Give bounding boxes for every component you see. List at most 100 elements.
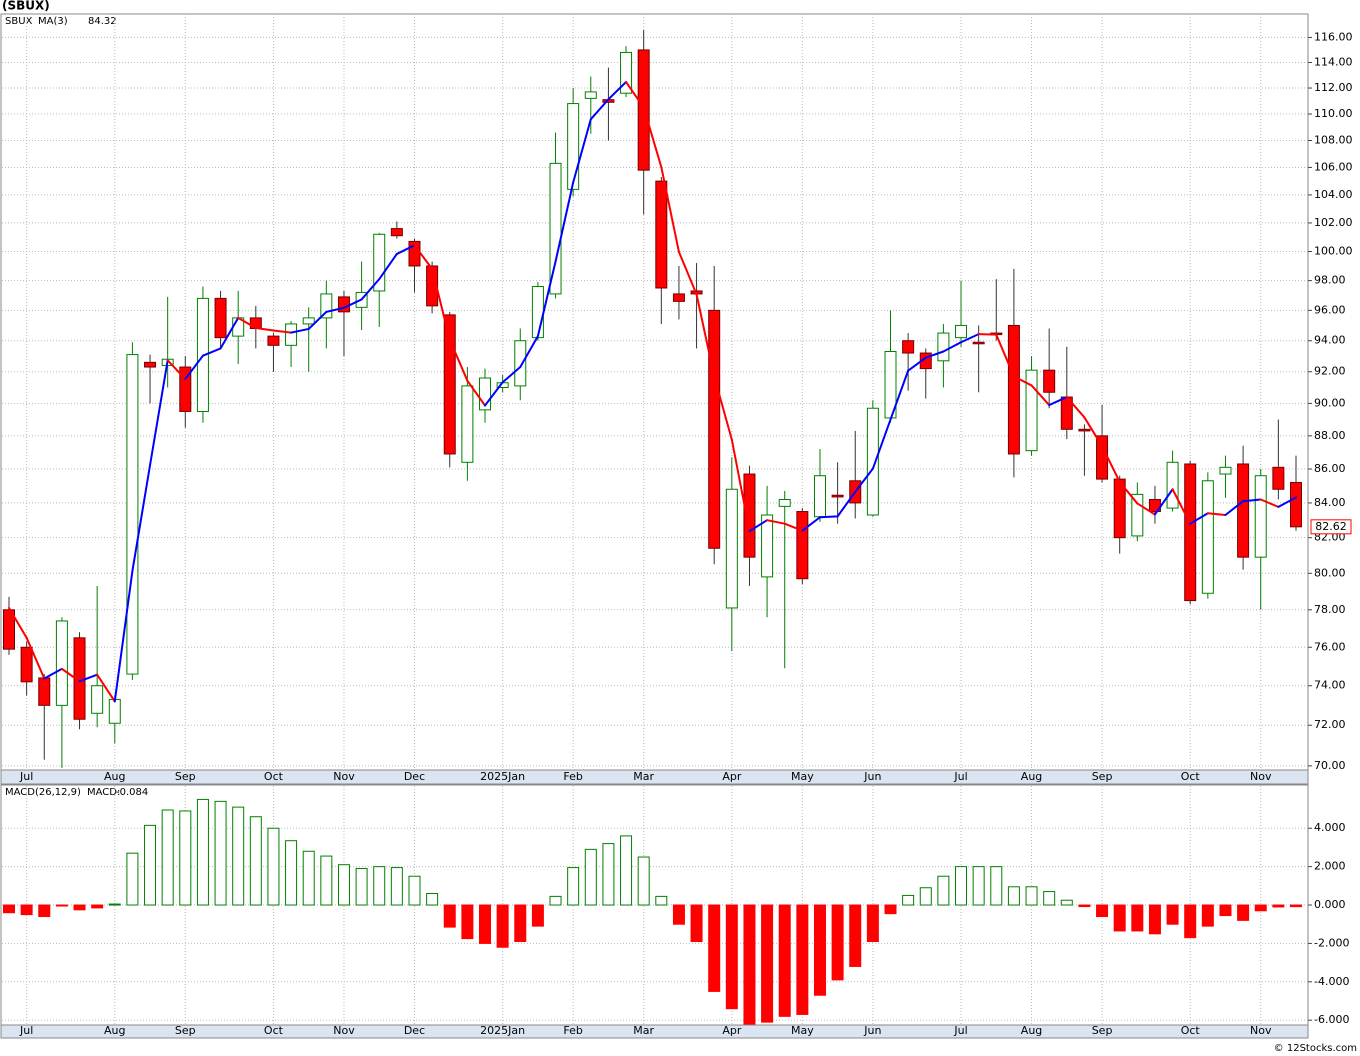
ma-line	[448, 338, 469, 382]
x-tick-label: Nov	[333, 1024, 355, 1037]
candle-body	[778, 499, 791, 507]
y-tick-label: 80.00	[1314, 566, 1346, 579]
candle-body	[549, 162, 562, 295]
macd-bar	[602, 843, 615, 906]
x-tick-label: Jul	[19, 1024, 33, 1037]
macd-bar	[38, 904, 51, 918]
y-tick-label: 100.00	[1314, 244, 1353, 257]
x-tick-label: Mar	[633, 1024, 654, 1037]
candle-body	[725, 488, 738, 609]
macd-bar	[196, 798, 209, 906]
x-tick-label: Dec	[404, 770, 425, 783]
macd-bar	[355, 868, 368, 906]
macd-bar	[972, 866, 985, 906]
macd-bar	[337, 864, 350, 906]
y-tick-label: 88.00	[1314, 429, 1346, 442]
y-tick-label: 2.000	[1314, 860, 1346, 873]
candle-body	[972, 341, 985, 345]
candle-body	[373, 233, 386, 292]
candle-body	[1237, 463, 1250, 558]
candle-body	[1113, 478, 1126, 539]
y-tick-label: 0.000	[1314, 898, 1346, 911]
macd-bar	[73, 904, 86, 911]
macd-bar	[567, 867, 580, 906]
ma-line	[748, 519, 769, 533]
macd-bar	[531, 904, 544, 927]
candle-body	[1219, 466, 1232, 475]
x-tick-label: Nov	[1250, 1024, 1272, 1037]
candle-body	[1025, 369, 1038, 452]
ma-line	[96, 673, 116, 703]
macd-bar	[1166, 904, 1179, 925]
ma-line	[730, 438, 751, 533]
macd-bar	[1254, 904, 1267, 912]
macd-bar	[390, 867, 403, 906]
candle-body	[531, 286, 544, 339]
ma-line	[484, 381, 504, 407]
ma-line	[783, 522, 804, 532]
macd-bar	[302, 850, 315, 906]
macd-bar	[1272, 904, 1285, 908]
macd-bar	[232, 806, 245, 906]
y-tick-label: -2.000	[1314, 936, 1349, 949]
macd-bar	[320, 855, 333, 906]
macd-value: -0.084	[116, 787, 148, 798]
ma-line	[1277, 496, 1297, 508]
macd-bar	[1289, 904, 1302, 908]
x-tick-label: Oct	[1181, 770, 1201, 783]
macd-bar	[249, 816, 262, 906]
y-tick-label: 114.00	[1314, 56, 1353, 69]
macd-bar	[1113, 904, 1126, 932]
ma-line	[960, 333, 980, 344]
macd-bar	[672, 904, 685, 925]
ma-line	[854, 467, 874, 493]
y-tick-label: 96.00	[1314, 303, 1346, 316]
macd-bar	[408, 875, 421, 906]
y-tick-label: 98.00	[1314, 274, 1346, 287]
macd-bar	[126, 852, 139, 906]
macd-bar	[708, 904, 721, 992]
y-tick-label: 104.00	[1314, 188, 1353, 201]
candle-body	[708, 309, 721, 549]
candle-body	[38, 677, 51, 706]
macd-name: MACD(26,12,9)	[5, 787, 81, 798]
candle-body	[1007, 324, 1020, 455]
ma-line	[871, 418, 892, 470]
macd-bar	[690, 904, 703, 942]
x-tick-label: Jul	[953, 770, 967, 783]
ma-line	[889, 369, 910, 421]
macd-bar	[620, 835, 633, 906]
macd-bar	[990, 866, 1003, 906]
chart-title: (SBUX)	[2, 0, 50, 13]
ma-line	[607, 80, 628, 101]
candle-body	[479, 377, 492, 411]
ma-line	[1118, 480, 1139, 505]
ma-line	[149, 359, 169, 467]
ma-line	[1153, 488, 1174, 516]
macd-bar	[443, 904, 456, 928]
macd-bar	[179, 810, 192, 906]
ma-name: MA(3)	[38, 16, 68, 27]
ma-line	[801, 516, 821, 532]
ma-line	[1030, 384, 1051, 407]
x-tick-label: 2025Jan	[480, 770, 525, 783]
candle-body	[179, 366, 192, 412]
ma-value: 84.32	[88, 16, 117, 27]
candle-body	[831, 494, 844, 498]
macd-bar	[725, 904, 738, 1010]
x-tick-label: Apr	[722, 1024, 742, 1037]
ma-line	[307, 310, 328, 330]
ma-line	[1171, 488, 1192, 525]
ma-line	[1224, 500, 1245, 516]
candle-body	[426, 265, 439, 307]
candle-body	[1184, 463, 1197, 602]
macd-bar	[778, 904, 791, 1017]
x-tick-label: Dec	[404, 1024, 425, 1037]
macd-bar	[849, 904, 862, 967]
last-price: 82.62	[1315, 520, 1347, 533]
macd-bar	[919, 887, 932, 906]
x-tick-label: Oct	[1181, 1024, 1201, 1037]
x-tick-label: Aug	[1021, 1024, 1042, 1037]
x-tick-label: 2025Jan	[480, 1024, 525, 1037]
candle-body	[320, 293, 333, 319]
